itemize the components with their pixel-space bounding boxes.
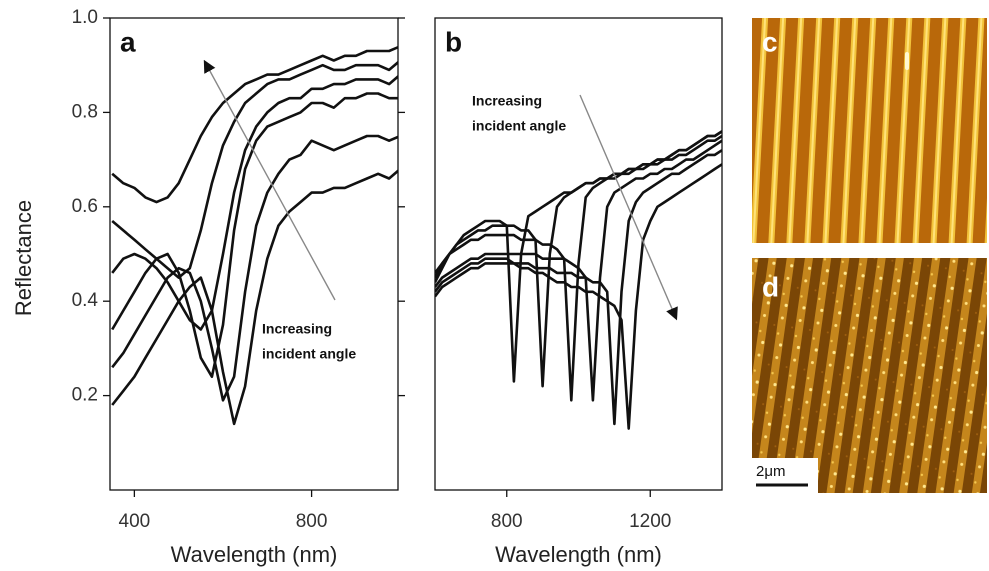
y-tick-label: 0.4: [72, 290, 99, 311]
x-axis-label: Wavelength (nm): [171, 542, 338, 567]
scale-bar-label: 2μm: [756, 463, 785, 480]
annotation: Increasing: [472, 93, 542, 109]
plot-frame: [434, 17, 723, 491]
annotation-arrow: [203, 59, 336, 301]
panel-label: c: [762, 26, 778, 57]
x-tick-label: 800: [491, 511, 523, 532]
afm-particle: [905, 52, 909, 70]
y-tick-label: 1.0: [72, 7, 98, 28]
x-tick-label: 400: [119, 511, 151, 532]
y-tick-label: 0.6: [72, 196, 98, 217]
afm-image: [752, 258, 987, 493]
annotation-arrow: [579, 94, 678, 321]
y-tick-label: 0.8: [72, 101, 98, 122]
scale-bar-box: [752, 458, 818, 493]
data-line: [111, 169, 398, 426]
x-tick-label: 1200: [629, 511, 671, 532]
image-c: c: [752, 18, 987, 243]
x-tick-label: 800: [296, 511, 328, 532]
chart-panel: 800 1200 Wavelength (nm) b Increasing inciden…: [434, 17, 723, 567]
data-line: [435, 139, 722, 402]
data-line: [435, 130, 722, 388]
data-line: [111, 74, 398, 331]
panel-label: d: [762, 271, 779, 302]
chart-panels: 400 800 0.2 0.4 0.6 0.8 1.0 Wavelength (nm) Refl…: [11, 7, 723, 567]
image-d: d 2μm: [752, 258, 987, 493]
chart-panel: 400 800 0.2 0.4 0.6 0.8 1.0 Wavelength (nm) Refl…: [11, 7, 405, 567]
data-line: [111, 134, 398, 402]
data-line: [435, 163, 722, 430]
afm-image: [752, 18, 987, 243]
data-line: [111, 92, 398, 378]
annotation: incident angle: [262, 346, 356, 362]
panel-label: a: [120, 26, 136, 57]
data-line: [435, 149, 722, 426]
y-tick-label: 0.2: [72, 385, 98, 406]
plot-area: [435, 130, 722, 430]
data-line: [111, 45, 398, 204]
panel-label: b: [445, 26, 462, 57]
plot-frame: [109, 17, 399, 491]
y-axis-label: Reflectance: [11, 200, 36, 316]
data-line: [111, 60, 398, 279]
annotation: incident angle: [472, 118, 566, 134]
plot-area: [111, 45, 398, 426]
annotation: Increasing: [262, 321, 332, 337]
x-axis-label: Wavelength (nm): [495, 542, 662, 567]
data-line: [435, 134, 722, 402]
